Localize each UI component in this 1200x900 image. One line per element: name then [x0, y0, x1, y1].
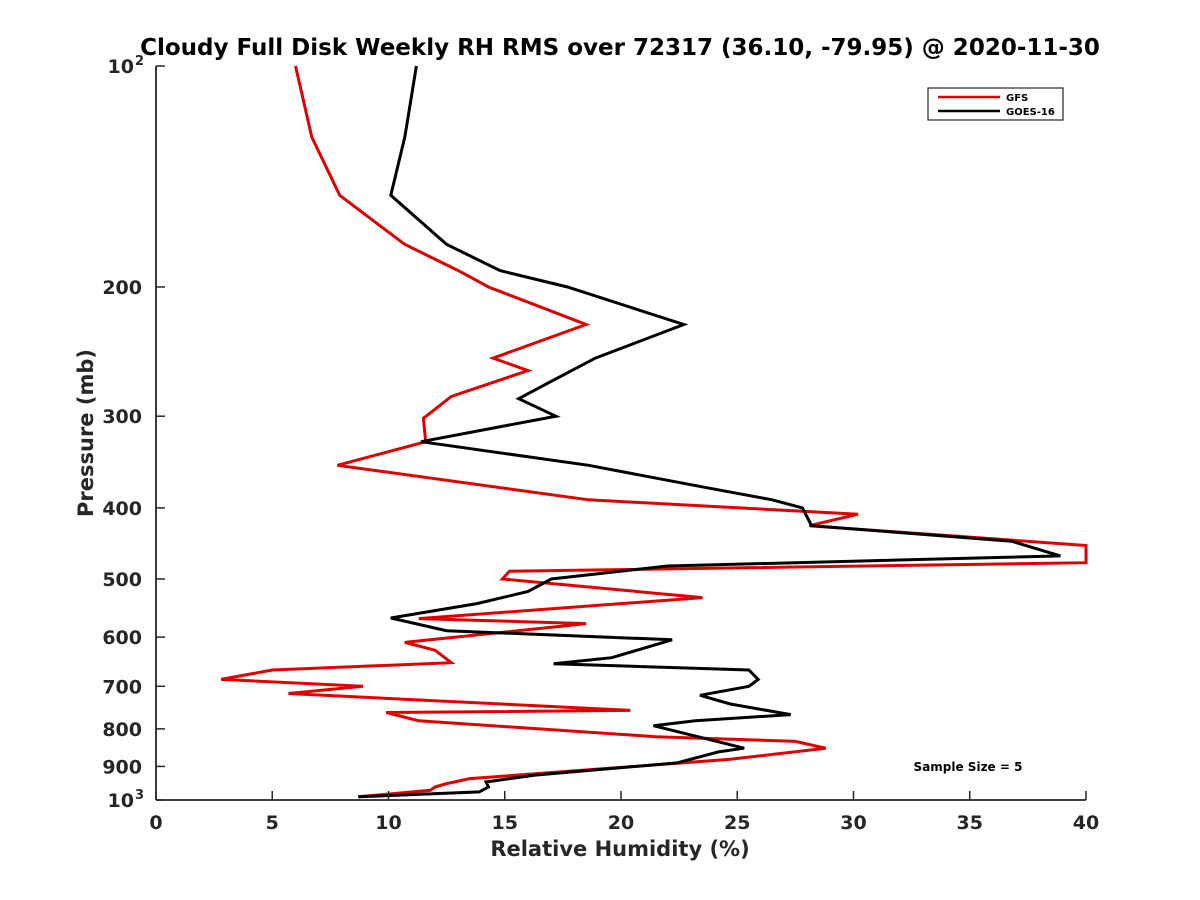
x-tick-label: 5 — [266, 812, 279, 834]
x-tick-label: 35 — [957, 812, 983, 834]
x-tick-label: 15 — [492, 812, 518, 834]
x-tick-label: 25 — [724, 812, 750, 834]
legend: GFS GOES-16 — [927, 87, 1064, 121]
y-tick-label: 800 — [102, 719, 142, 741]
y-tick-label: 900 — [102, 756, 142, 778]
x-tick-label: 10 — [375, 812, 401, 834]
y-tick-label: 600 — [102, 627, 142, 649]
y-tick-label: 500 — [102, 569, 142, 591]
y-tick-label: 10 — [108, 790, 134, 812]
y-tick-exponent: 3 — [135, 788, 144, 803]
series-line-goes16 — [358, 65, 1061, 799]
sample-size-annotation: Sample Size = 5 — [914, 760, 1023, 774]
x-axis-label: Relative Humidity (%) — [490, 837, 749, 861]
y-tick-label: 700 — [102, 676, 142, 698]
x-tick-label: 30 — [840, 812, 866, 834]
chart-title: Cloudy Full Disk Weekly RH RMS over 7231… — [140, 35, 1100, 61]
series-line-gfs — [220, 65, 1088, 799]
legend-label-goes16: GOES-16 — [1006, 107, 1055, 118]
x-tick-label: 20 — [608, 812, 634, 834]
x-tick-label: 0 — [149, 812, 162, 834]
y-tick-label: 200 — [102, 277, 142, 299]
legend-label-gfs: GFS — [1006, 93, 1028, 104]
y-tick-label: 10 — [108, 56, 134, 78]
y-axis-label: Pressure (mb) — [74, 349, 98, 517]
x-tick-label: 40 — [1073, 812, 1099, 834]
legend-box — [927, 87, 1064, 121]
y-tick-exponent: 2 — [135, 54, 144, 69]
y-tick-label: 300 — [102, 406, 142, 428]
y-tick-label: 400 — [102, 498, 142, 520]
